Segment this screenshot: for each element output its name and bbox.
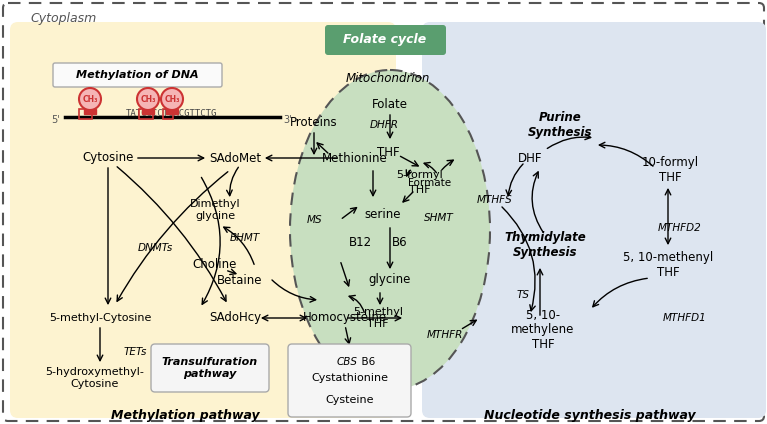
Text: Cytosine: Cytosine bbox=[82, 151, 133, 165]
Text: Choline: Choline bbox=[193, 259, 237, 271]
Text: Dimethyl
glycine: Dimethyl glycine bbox=[189, 199, 240, 221]
Text: Cysteine: Cysteine bbox=[326, 395, 374, 405]
FancyBboxPatch shape bbox=[53, 63, 222, 87]
Text: Transulfuration
pathway: Transulfuration pathway bbox=[162, 357, 258, 379]
Text: 5-methyl-Cytosine: 5-methyl-Cytosine bbox=[49, 313, 151, 323]
Text: 5-methyl
THF: 5-methyl THF bbox=[353, 307, 403, 329]
Text: MTHFD2: MTHFD2 bbox=[658, 223, 702, 233]
Text: MTHFD1: MTHFD1 bbox=[663, 313, 707, 323]
Ellipse shape bbox=[290, 70, 490, 390]
Text: TATCGCCTGACGTTCTG: TATCGCCTGACGTTCTG bbox=[127, 109, 218, 118]
Text: 5': 5' bbox=[51, 115, 60, 125]
Bar bbox=[84, 109, 96, 114]
Text: SAdoMet: SAdoMet bbox=[209, 151, 261, 165]
Text: Nucleotide synthesis pathway: Nucleotide synthesis pathway bbox=[484, 408, 696, 421]
Text: Folate cycle: Folate cycle bbox=[344, 33, 426, 47]
Text: Methionine: Methionine bbox=[322, 151, 388, 165]
Text: Methylation of DNA: Methylation of DNA bbox=[76, 70, 199, 80]
FancyBboxPatch shape bbox=[10, 22, 396, 418]
Text: Cystathionine: Cystathionine bbox=[311, 373, 389, 383]
Bar bbox=[139, 109, 153, 119]
Text: CH₃: CH₃ bbox=[140, 95, 156, 104]
Text: 5, 10-methenyl
THF: 5, 10-methenyl THF bbox=[623, 251, 713, 279]
FancyBboxPatch shape bbox=[288, 344, 411, 417]
Circle shape bbox=[79, 88, 101, 110]
Text: MS: MS bbox=[308, 215, 323, 225]
FancyBboxPatch shape bbox=[422, 22, 766, 418]
Text: THF: THF bbox=[410, 185, 431, 195]
Text: B12: B12 bbox=[348, 237, 371, 249]
Text: DNMTs: DNMTs bbox=[137, 243, 173, 253]
Text: MTHFS: MTHFS bbox=[477, 195, 513, 205]
Text: 5-formyl: 5-formyl bbox=[397, 170, 443, 180]
Text: THF: THF bbox=[377, 147, 400, 159]
Bar bbox=[166, 109, 178, 114]
Bar bbox=[142, 109, 154, 114]
Text: Proteins: Proteins bbox=[290, 115, 337, 128]
Bar bbox=[79, 109, 92, 119]
Text: CBS: CBS bbox=[337, 357, 358, 367]
Text: TS: TS bbox=[516, 290, 529, 300]
Text: TETs: TETs bbox=[123, 347, 146, 357]
Text: Betaine: Betaine bbox=[217, 273, 263, 287]
Text: Methylation pathway: Methylation pathway bbox=[110, 408, 259, 421]
Text: BHMT: BHMT bbox=[230, 233, 260, 243]
Text: 5-hydroxymethyl-
Cytosine: 5-hydroxymethyl- Cytosine bbox=[45, 367, 144, 389]
Text: serine: serine bbox=[365, 209, 401, 221]
Text: 5, 10-
methylene
THF: 5, 10- methylene THF bbox=[512, 309, 574, 351]
Text: SAdoHcy: SAdoHcy bbox=[209, 312, 261, 324]
Text: 3': 3' bbox=[283, 115, 291, 125]
Text: B6: B6 bbox=[355, 357, 375, 367]
Text: Cytoplasm: Cytoplasm bbox=[30, 12, 96, 25]
Text: 10-formyl
THF: 10-formyl THF bbox=[641, 156, 699, 184]
Text: DHFR: DHFR bbox=[370, 120, 399, 130]
Text: DHF: DHF bbox=[518, 151, 542, 165]
Text: B6: B6 bbox=[392, 237, 408, 249]
Circle shape bbox=[137, 88, 159, 110]
Text: CH₃: CH₃ bbox=[164, 95, 179, 104]
Circle shape bbox=[161, 88, 183, 110]
FancyBboxPatch shape bbox=[325, 25, 446, 55]
FancyBboxPatch shape bbox=[151, 344, 269, 392]
Text: Homocysteine: Homocysteine bbox=[303, 312, 387, 324]
Text: Formate: Formate bbox=[409, 178, 452, 188]
Text: MTHFR: MTHFR bbox=[426, 330, 463, 340]
Text: Purine
Synthesis: Purine Synthesis bbox=[528, 111, 592, 139]
Text: Mitochondrion: Mitochondrion bbox=[346, 72, 430, 84]
Text: CH₃: CH₃ bbox=[82, 95, 97, 104]
Text: SHMT: SHMT bbox=[424, 213, 454, 223]
Text: Folate: Folate bbox=[372, 98, 408, 112]
Bar bbox=[163, 109, 173, 119]
FancyBboxPatch shape bbox=[3, 3, 764, 421]
Text: Thymidylate
Synthesis: Thymidylate Synthesis bbox=[504, 231, 586, 259]
Text: glycine: glycine bbox=[369, 273, 411, 287]
